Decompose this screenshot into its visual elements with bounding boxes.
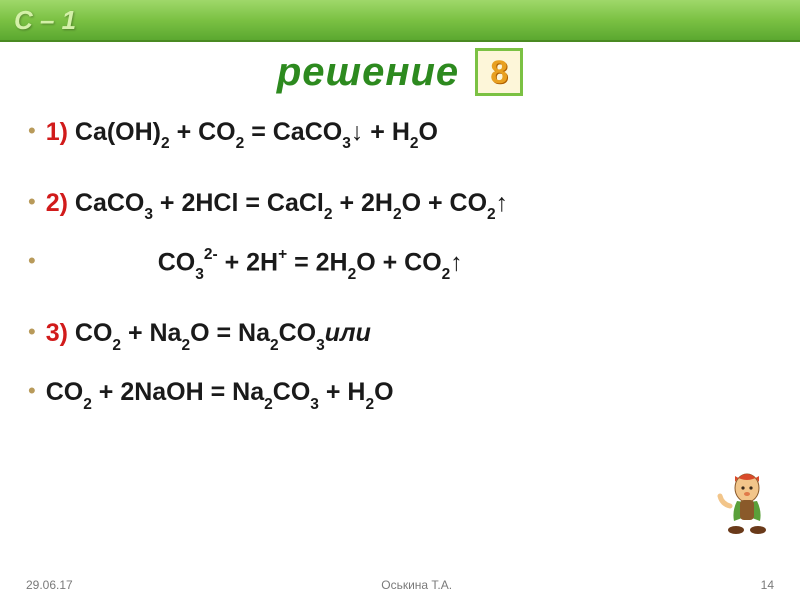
footer-page: 14 xyxy=(761,578,774,592)
slide-label: С – 1 xyxy=(14,5,76,36)
equation: CaCO3 + 2HCl = CaCl2 + 2H2O + CO2↑ xyxy=(75,189,508,222)
line-number: 1) xyxy=(46,118,68,147)
footer: 29.06.17 Оськина Т.А. 14 xyxy=(0,578,800,592)
content-area: • 1) Ca(OH)2 + CO2 = CaCO3↓ + H2O • 2) C… xyxy=(0,96,800,447)
line-number: 2) xyxy=(46,189,68,218)
line-number: 3) xyxy=(46,319,68,348)
equation: CO2 + 2NaOH = Na2CO3 + H2O xyxy=(46,378,394,411)
equation-line: • CO2 + 2NaOH = Na2CO3 + H2O xyxy=(28,378,772,411)
footer-date: 29.06.17 xyxy=(26,578,73,592)
equation: Ca(OH)2 + CO2 = CaCO3↓ + H2O xyxy=(75,118,438,151)
bullet-icon: • xyxy=(28,120,36,142)
slide-number-badge: 8 xyxy=(475,48,523,96)
equation-line: • 1) Ca(OH)2 + CO2 = CaCO3↓ + H2O xyxy=(28,118,772,151)
bullet-icon: • xyxy=(28,321,36,343)
header-row: решение 8 xyxy=(0,48,800,96)
equation-line: • CO32- + 2H+ = 2H2O + CO2↑ xyxy=(28,248,772,281)
bullet-icon: • xyxy=(28,250,36,272)
equation-line: • 2) CaCO3 + 2HCl = CaCl2 + 2H2O + CO2↑ xyxy=(28,189,772,222)
top-bar: С – 1 xyxy=(0,0,800,42)
equation: CO2 + Na2O = Na2CO3 xyxy=(75,319,325,352)
badge-number: 8 xyxy=(490,54,508,91)
footer-author: Оськина Т.А. xyxy=(381,578,452,592)
line-tail: или xyxy=(325,319,371,348)
mascot-icon xyxy=(712,456,782,536)
bullet-icon: • xyxy=(28,191,36,213)
equation-line: • 3) CO2 + Na2O = Na2CO3 или xyxy=(28,319,772,352)
page-title: решение xyxy=(277,50,459,95)
bullet-icon: • xyxy=(28,380,36,402)
equation: CO32- + 2H+ = 2H2O + CO2↑ xyxy=(158,248,463,281)
